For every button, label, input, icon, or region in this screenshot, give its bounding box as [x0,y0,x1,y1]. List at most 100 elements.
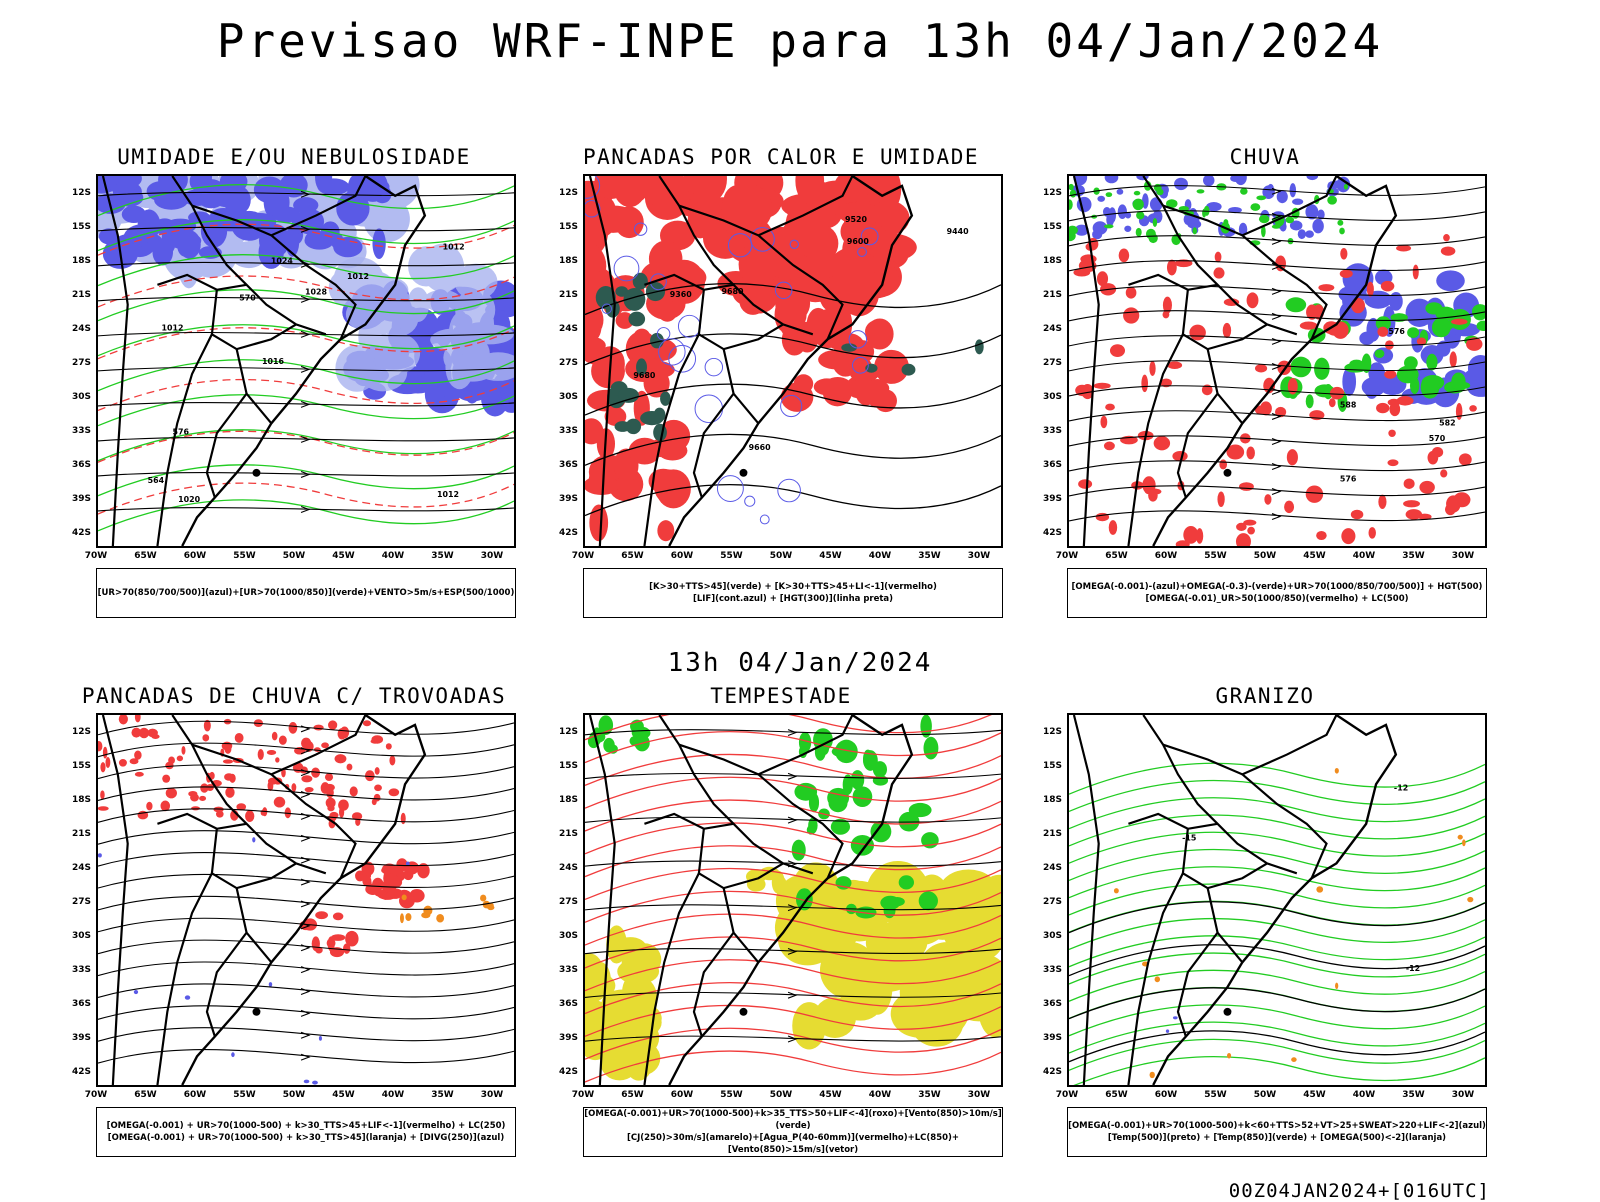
contour-label: 570 [1429,434,1446,443]
wind-vectors-850 [585,729,1001,1043]
convection-red-area-coast [774,297,909,413]
contour-label: 576 [1388,327,1405,336]
panel-umidade: UMIDADE E/OU NEBULOSIDADE 1012 1012 1012 101… [49,145,539,630]
y-axis-tick-label: 15S [558,222,578,232]
map-svg: 588 582 576 570 576 [1069,176,1485,546]
x-axis-tick-label: 65W [1105,1090,1128,1100]
contour-label: 1020 [178,495,201,504]
main-title: Previsao WRF-INPE para 13h 04/Jan/2024 [216,14,1384,68]
x-axis-tick-label: 70W [84,1090,108,1100]
lake-mark [252,468,261,477]
x-axis-tick-label: 70W [84,551,108,561]
x-axis-tick-label: 65W [621,551,644,561]
x-axis-tick-label: 55W [720,1090,743,1100]
contour-label: -15 [1182,834,1196,843]
y-axis-tick-label: 36S [71,460,91,470]
y-axis-tick-label: 24S [558,324,578,334]
temp500-contours [1069,901,1485,1063]
y-axis-tick-label: 27S [558,358,578,368]
contour-label: 576 [173,428,190,437]
y-axis-tick-label: 30S [1042,931,1062,941]
lake-mark [739,1007,748,1016]
y-axis-tick-label: 27S [558,897,578,907]
x-axis-tick-label: 60W [183,551,207,561]
y-axis-tick-label: 27S [1042,358,1062,368]
panel-pancadas-trovoadas: PANCADAS DE CHUVA C/ TROVOADAS 12S 15S 18S 2… [49,684,539,1169]
thickness-contours [98,223,514,515]
contour-label: -12 [1406,964,1420,973]
x-axis-tick-label: 35W [431,1090,454,1100]
country-borders [101,715,367,1085]
x-axis-tick-label: 50W [1253,551,1277,561]
contour-label: 588 [1340,401,1357,410]
y-axis-tick-label: 36S [1042,460,1062,470]
panel-tempestade: TEMPESTADE 12S 15S 18S 21S 24S 27S 30S 33S 36S 39S… [536,684,1026,1169]
x-axis-tick-label: 45W [1303,1090,1326,1100]
panel-title: CHUVA [1229,145,1301,169]
legend-line: [OMEGA(-0.001)-(azul)+OMEGA(-0.3)-(verde… [1071,582,1483,592]
y-axis-tick-label: 15S [1042,761,1062,771]
x-axis-tick-label: 40W [868,551,892,561]
y-axis-tick-label: 21S [558,290,578,300]
legend-line: [CJ(250)>30m/s](amarelo)+[Agua_P(40-60mm… [626,1133,960,1155]
y-axis-tick-label: 42S [1042,528,1062,538]
divergence-blue-spots [98,837,410,1085]
x-axis-tick-label: 70W [571,551,595,561]
panel-legend: [OMEGA(-0.001) + UR>70(1000-500) + k>30_… [96,1107,516,1157]
x-axis-tick-label: 70W [1055,1090,1079,1100]
x-axis-tick-label: 50W [282,1090,306,1100]
panel-title: PANCADAS DE CHUVA C/ TROVOADAS [81,684,507,708]
x-axis-tick-label: 55W [1204,1090,1227,1100]
y-axis-tick-label: 36S [71,999,91,1009]
y-axis-tick-label: 27S [1042,897,1062,907]
y-axis-tick-label: 42S [1042,1067,1062,1077]
x-axis-tick-label: 30W [480,1090,504,1100]
y-axis-tick-label: 39S [558,1033,578,1043]
map-plot-area [96,713,516,1087]
y-axis-tick-label: 39S [71,494,91,504]
y-axis-tick-label: 15S [71,222,91,232]
country-borders [1072,715,1338,1085]
x-axis-tick-label: 35W [1402,551,1425,561]
contour-label: 1028 [305,287,328,296]
streamlines [1069,185,1485,522]
y-axis-tick-label: 33S [1042,426,1062,436]
panel-legend: [OMEGA(-0.001)+UR>70(1000-500)+k>35_TTS>… [583,1107,1003,1157]
y-axis-tick-label: 18S [558,795,578,805]
y-axis-tick-label: 21S [1042,290,1062,300]
y-axis-tick-label: 30S [71,392,91,402]
y-axis-tick-label: 42S [558,528,578,538]
x-axis-tick-label: 30W [967,551,991,561]
y-axis-tick-label: 39S [1042,494,1062,504]
map-svg: 9680 9680 9660 9600 9520 9440 9360 [585,176,1001,546]
x-axis-tick-label: 45W [332,551,355,561]
lake-mark [1223,468,1232,477]
x-axis-tick-label: 40W [381,551,405,561]
x-axis-tick-label: 50W [282,551,306,561]
jet-yellow-west [585,925,662,1081]
y-axis-tick-label: 24S [71,863,91,873]
map-svg: -12 -12 -15 [1069,715,1485,1085]
forecast-time-label: 13h 04/Jan/2024 [667,648,933,678]
x-axis-tick-label: 30W [1451,551,1475,561]
y-axis-tick-label: 15S [71,761,91,771]
map-plot-area: 588 582 576 570 576 [1067,174,1487,548]
streamlines-250 [98,720,514,1064]
contour-label: 9360 [670,290,693,299]
x-axis-tick-label: 35W [431,551,454,561]
x-axis-tick-label: 65W [134,551,157,561]
hgt300-contours [585,282,1001,517]
y-axis-tick-label: 42S [71,1067,91,1077]
contour-label: 1012 [437,490,459,499]
x-axis-tick-label: 50W [769,1090,793,1100]
contour-label: 564 [148,476,165,485]
x-axis-tick-label: 70W [1055,551,1079,561]
y-axis-tick-label: 18S [1042,256,1062,266]
legend-line: [OMEGA(-0.001) + UR>70(1000-500) + k>30_… [107,1133,505,1143]
panel-legend: [UR>70(850/700/500)](azul)+[UR>70(1000/8… [96,568,516,618]
y-axis-tick-label: 36S [1042,999,1062,1009]
map-svg [98,715,514,1085]
legend-line: [OMEGA(-0.001)+UR>70(1000-500)+k<60+TTS>… [1068,1121,1486,1131]
map-plot-area [583,713,1003,1087]
y-axis-tick-label: 12S [71,188,91,198]
